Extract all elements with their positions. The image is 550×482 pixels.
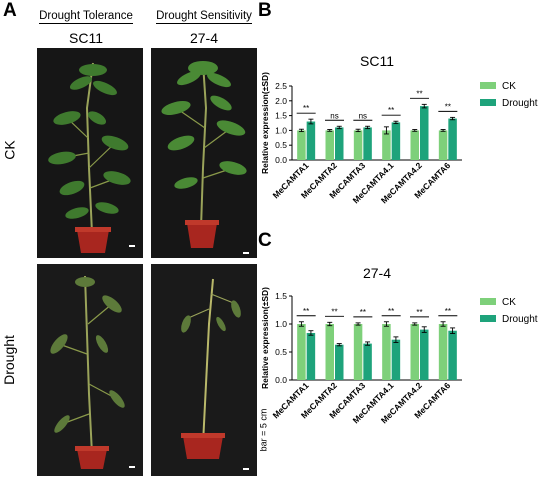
photo-27-4-drought bbox=[151, 264, 257, 476]
bar-ck-mecamta3 bbox=[353, 324, 363, 380]
y-axis-label: Relative expression(±SD) bbox=[260, 287, 270, 389]
photo-sc11-drought bbox=[37, 264, 143, 476]
photo-sc11-ck bbox=[37, 48, 143, 258]
y-tick-label: 0.0 bbox=[275, 155, 287, 165]
legend-swatch bbox=[480, 298, 496, 305]
significance-label: ** bbox=[303, 104, 309, 113]
legend-label: CK bbox=[502, 297, 516, 308]
significance-label: ** bbox=[445, 102, 451, 111]
photo-27-4-ck bbox=[151, 48, 257, 258]
panel-letter-a: A bbox=[3, 0, 17, 21]
bar-drought-mecamta2 bbox=[335, 127, 344, 160]
significance-label: ** bbox=[360, 308, 366, 317]
bar-drought-mecamta4.2 bbox=[420, 106, 429, 160]
y-tick-label: 1.5 bbox=[275, 291, 287, 301]
legend-label: Drought bbox=[502, 98, 538, 109]
bar-ck-mecamta4.1 bbox=[382, 324, 391, 380]
row-label-ck: CK bbox=[1, 140, 18, 160]
bar-drought-mecamta3 bbox=[363, 127, 372, 160]
bar-ck-mecamta3 bbox=[353, 130, 363, 160]
significance-label: ** bbox=[303, 307, 309, 316]
legend-swatch bbox=[480, 82, 496, 89]
bar-drought-mecamta6 bbox=[448, 118, 457, 160]
bar-ck-mecamta2 bbox=[325, 324, 334, 380]
panel-letter-c: C bbox=[258, 230, 272, 251]
plant-illustration bbox=[151, 264, 257, 476]
y-tick-label: 1.0 bbox=[275, 319, 287, 329]
bar-ck-mecamta1 bbox=[297, 130, 306, 160]
legend-label: CK bbox=[502, 81, 516, 92]
bar-ck-mecamta2 bbox=[325, 130, 334, 160]
bar-drought-mecamta4.2 bbox=[420, 329, 429, 380]
column-heading-sensitivity-text: Drought Sensitivity bbox=[156, 10, 252, 24]
significance-label: ** bbox=[388, 307, 394, 316]
bar-drought-mecamta3 bbox=[363, 343, 372, 380]
bar-drought-mecamta1 bbox=[306, 121, 316, 160]
y-axis-label: Relative expression(±SD) bbox=[260, 72, 270, 174]
chart-c-svg: 27-4 0.0 0.5 1.0 1.5 Relative expression(±SD)… bbox=[260, 265, 538, 425]
significance-label: ** bbox=[445, 307, 451, 316]
column-heading-tolerance-text: Drought Tolerance bbox=[39, 10, 133, 24]
y-tick-label: 0.5 bbox=[275, 347, 287, 357]
y-tick-label: 2.5 bbox=[275, 81, 287, 91]
significance-label: ** bbox=[416, 308, 422, 317]
significance-label: ** bbox=[388, 106, 394, 115]
chart-b-svg: SC11 0.0 0.5 1.0 1.5 2.0 2.5 Relative expressio… bbox=[260, 53, 538, 205]
y-tick-label: 1.0 bbox=[275, 125, 287, 135]
legend-swatch bbox=[480, 315, 496, 322]
plant-illustration bbox=[151, 48, 257, 258]
bar-ck-mecamta6 bbox=[438, 130, 448, 160]
chart-title: 27-4 bbox=[363, 265, 391, 281]
bar-drought-mecamta4.1 bbox=[391, 339, 401, 380]
column-heading-tolerance: Drought Tolerance bbox=[30, 10, 142, 24]
y-tick-label: 0.5 bbox=[275, 140, 287, 150]
y-tick-label: 2.0 bbox=[275, 96, 287, 106]
bar-ck-mecamta4.1 bbox=[382, 130, 391, 160]
y-tick-label: 1.5 bbox=[275, 111, 287, 121]
plant-illustration bbox=[37, 48, 143, 258]
legend-swatch bbox=[480, 99, 496, 106]
bar-drought-mecamta4.1 bbox=[391, 122, 401, 160]
plant-illustration bbox=[37, 264, 143, 476]
significance-label: ** bbox=[331, 307, 337, 316]
bar-ck-mecamta6 bbox=[438, 324, 448, 380]
bar-drought-mecamta1 bbox=[306, 332, 316, 380]
panel-letter-b: B bbox=[258, 0, 272, 21]
bar-drought-mecamta6 bbox=[448, 330, 457, 380]
chart-b-sc11: SC11 0.0 0.5 1.0 1.5 2.0 2.5 Relative expressio… bbox=[260, 40, 550, 230]
column-heading-sensitivity: Drought Sensitivity bbox=[148, 10, 260, 24]
chart-c-27-4: 27-4 0.0 0.5 1.0 1.5 Relative expression(±SD)… bbox=[260, 265, 550, 482]
legend-label: Drought bbox=[502, 314, 538, 325]
chart-title: SC11 bbox=[360, 53, 394, 69]
row-label-drought: Drought bbox=[0, 335, 17, 385]
bar-ck-mecamta4.2 bbox=[410, 324, 419, 380]
bar-ck-mecamta1 bbox=[297, 324, 306, 380]
significance-label: ** bbox=[416, 89, 422, 98]
bar-ck-mecamta4.2 bbox=[410, 130, 419, 160]
cultivar-label-sc11: SC11 bbox=[69, 30, 103, 46]
significance-label: ns bbox=[359, 111, 367, 120]
bar-drought-mecamta2 bbox=[335, 344, 344, 380]
cultivar-label-27-4: 27-4 bbox=[189, 30, 219, 46]
significance-label: ns bbox=[330, 111, 338, 120]
y-tick-label: 0.0 bbox=[275, 375, 287, 385]
